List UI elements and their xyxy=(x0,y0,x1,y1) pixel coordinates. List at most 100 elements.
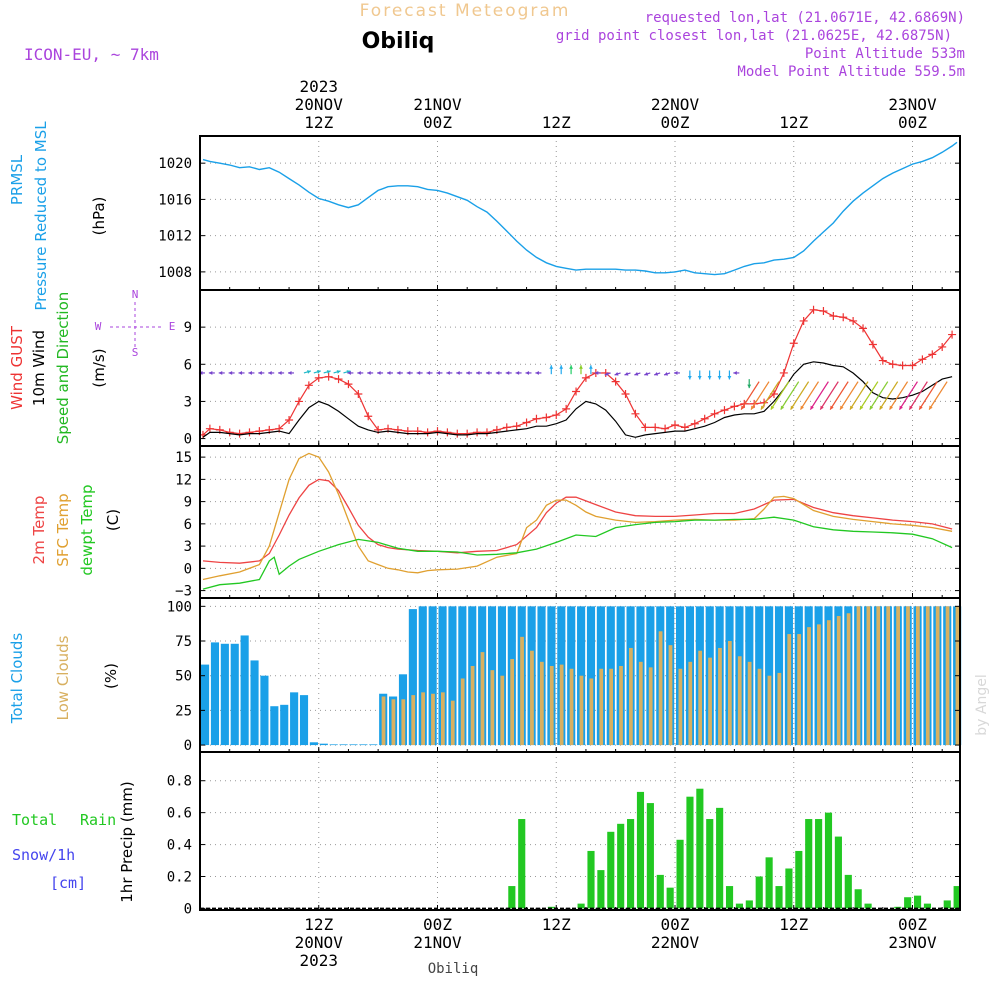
wind-arrow-head xyxy=(727,375,732,380)
low-cloud-bar xyxy=(866,606,871,746)
temp-label-2: SFC Temp xyxy=(54,493,72,566)
pressure-label-1: PRMSL xyxy=(8,154,26,205)
wind-arrow-head xyxy=(476,371,480,375)
ytick-label: 25 xyxy=(175,703,192,719)
wind-arrow-head xyxy=(830,405,834,410)
time-label-bottom: 00Z xyxy=(423,915,452,934)
gust-marker xyxy=(908,361,917,370)
time-label-top: 12Z xyxy=(304,113,333,132)
time-label-top: 12Z xyxy=(779,113,808,132)
rain-bar xyxy=(508,886,516,909)
wind-arrow-head xyxy=(644,372,649,376)
wind-arrow-head xyxy=(859,405,864,410)
ytick-label: 1020 xyxy=(158,156,192,172)
wind-arrow xyxy=(839,381,859,410)
wind-arrow xyxy=(918,381,938,410)
low-cloud-bar xyxy=(559,664,564,746)
ytick-label: 3 xyxy=(184,394,192,410)
gust-marker xyxy=(532,414,541,423)
gust-marker xyxy=(938,342,947,351)
wind-arrow-head xyxy=(515,371,520,375)
low-cloud-bar xyxy=(450,700,455,746)
model-altitude: Model Point Altitude 559.5m xyxy=(737,64,965,80)
low-cloud-bar xyxy=(648,667,653,746)
wind-arrow-head xyxy=(208,371,213,375)
total-cloud-bar xyxy=(270,706,279,746)
low-cloud-bar xyxy=(698,650,703,746)
gust-marker xyxy=(334,375,343,384)
rain-bar xyxy=(894,906,902,909)
rain-bar xyxy=(666,887,674,909)
temp-label-1: 2m Temp xyxy=(30,496,48,565)
total-cloud-bar xyxy=(369,744,378,746)
low-cloud-bar xyxy=(836,616,841,746)
total-cloud-bar xyxy=(408,609,417,746)
temp-label-3: dewpt Temp xyxy=(78,484,96,575)
total-cloud-bar xyxy=(309,742,318,746)
gust-marker xyxy=(918,355,927,364)
time-label-top: 00Z xyxy=(423,113,452,132)
total-cloud-bar xyxy=(428,606,437,746)
gust-marker xyxy=(779,368,788,377)
wind-arrow xyxy=(849,381,869,410)
total-cloud-bar xyxy=(290,692,299,746)
gust-marker xyxy=(859,324,868,333)
wind-arrow-head xyxy=(396,371,401,375)
low-cloud-bar xyxy=(549,665,554,746)
wind-arrow-head xyxy=(840,405,844,410)
rain-bar xyxy=(824,812,833,909)
gust-marker xyxy=(443,428,452,437)
gust-marker xyxy=(651,423,660,432)
gust-marker xyxy=(601,368,610,377)
gust-marker xyxy=(690,419,699,428)
total-cloud-bar xyxy=(339,744,348,746)
compass-n: N xyxy=(132,288,139,301)
rain-bar xyxy=(636,791,645,909)
rain-bar xyxy=(815,819,823,909)
gust-marker xyxy=(502,423,511,432)
wind-arrow-head xyxy=(604,372,609,376)
wind-label-3: Speed and Direction xyxy=(54,292,72,445)
wind-arrow-head xyxy=(594,371,599,375)
total-cloud-bar xyxy=(260,675,269,746)
wind-arrow-head xyxy=(588,365,593,369)
total-cloud-bar xyxy=(280,704,289,746)
ytick-label: 0 xyxy=(184,432,192,448)
precip-label-cm: [cm] xyxy=(50,874,86,892)
rain-bar xyxy=(646,803,654,909)
compass-w: W xyxy=(95,320,102,333)
low-cloud-bar xyxy=(609,668,613,746)
wind-arrow-head xyxy=(780,405,785,410)
panel-frame xyxy=(199,751,961,911)
wind-arrow-head xyxy=(919,405,923,410)
wind-arrow-head xyxy=(549,365,554,369)
total-cloud-bar xyxy=(359,744,368,746)
wind-arrow xyxy=(760,381,780,410)
rain-bar xyxy=(805,819,813,909)
temp-unit: (C) xyxy=(104,509,122,531)
gust-marker xyxy=(522,418,531,427)
gust-marker xyxy=(661,424,670,433)
wind-arrow xyxy=(869,381,889,410)
rain-bar xyxy=(577,903,585,909)
gust-marker xyxy=(552,411,561,420)
gust-marker xyxy=(799,316,808,325)
ytick-label: 6 xyxy=(184,357,192,373)
clouds-label-1: Total Clouds xyxy=(8,633,26,725)
rain-bar xyxy=(904,897,912,909)
low-cloud-bar xyxy=(658,631,663,746)
wind-arrow-head xyxy=(525,371,530,375)
wind-arrow-head xyxy=(741,405,745,410)
rain-bar xyxy=(676,839,684,909)
wind-arrow xyxy=(799,381,819,410)
time-label-bottom: 21NOV xyxy=(413,933,462,952)
total-cloud-bar xyxy=(299,695,309,746)
point-altitude: Point Altitude 533m xyxy=(805,46,965,62)
wind-arrow-head xyxy=(707,375,712,380)
wind-arrow xyxy=(908,381,928,410)
wind-arrow xyxy=(750,381,770,410)
total-cloud-bar xyxy=(250,660,259,746)
low-cloud-bar xyxy=(757,668,762,746)
ytick-label: 3 xyxy=(184,539,192,555)
gust-marker xyxy=(839,313,848,322)
